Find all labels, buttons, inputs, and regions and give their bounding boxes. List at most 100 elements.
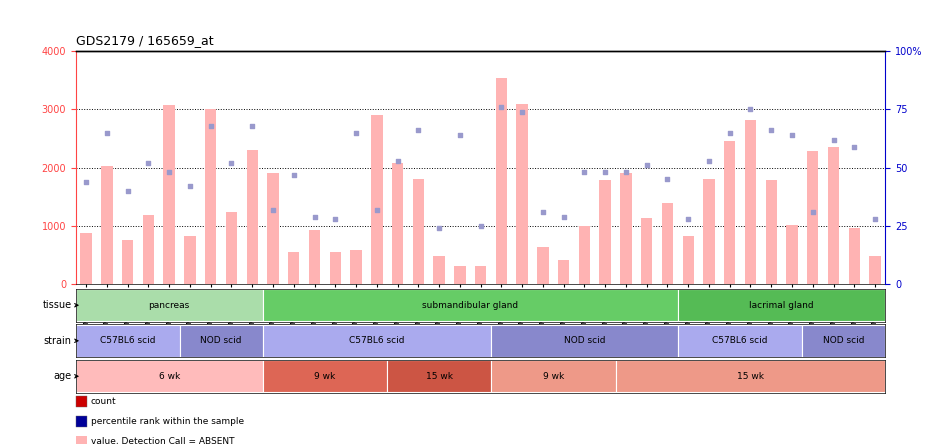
- Text: 9 wk: 9 wk: [543, 372, 563, 381]
- Bar: [434, 256, 445, 284]
- Bar: [143, 215, 154, 284]
- Bar: [869, 256, 881, 284]
- Bar: [620, 174, 632, 284]
- Point: [411, 127, 426, 134]
- Bar: [455, 266, 466, 284]
- Bar: [662, 203, 673, 284]
- Bar: [616, 361, 885, 392]
- Point: [618, 169, 634, 176]
- Bar: [330, 252, 341, 284]
- Bar: [474, 266, 487, 284]
- Point: [743, 106, 759, 113]
- Point: [805, 208, 820, 215]
- Bar: [413, 179, 424, 284]
- Text: submandibular gland: submandibular gland: [422, 301, 518, 310]
- Bar: [309, 230, 320, 284]
- Bar: [76, 325, 180, 357]
- Bar: [802, 325, 885, 357]
- Text: C57BL6 scid: C57BL6 scid: [712, 336, 768, 345]
- Text: NOD scid: NOD scid: [823, 336, 865, 345]
- Bar: [683, 236, 694, 284]
- Point: [453, 131, 468, 139]
- Bar: [678, 325, 802, 357]
- Bar: [185, 236, 196, 284]
- Text: pancreas: pancreas: [149, 301, 189, 310]
- Text: lacrimal gland: lacrimal gland: [749, 301, 814, 310]
- Bar: [704, 179, 715, 284]
- Bar: [537, 247, 548, 284]
- Point: [348, 129, 364, 136]
- Bar: [641, 218, 652, 284]
- Text: C57BL6 scid: C57BL6 scid: [100, 336, 155, 345]
- Bar: [76, 361, 262, 392]
- Text: 9 wk: 9 wk: [314, 372, 335, 381]
- Text: tissue: tissue: [43, 300, 72, 310]
- Bar: [205, 109, 217, 284]
- Point: [244, 122, 259, 129]
- Point: [763, 127, 778, 134]
- Bar: [849, 228, 860, 284]
- Point: [204, 122, 219, 129]
- Text: age: age: [53, 371, 72, 381]
- Text: count: count: [91, 397, 116, 406]
- Point: [99, 129, 115, 136]
- Bar: [262, 289, 678, 321]
- Point: [493, 103, 509, 111]
- Point: [847, 143, 862, 150]
- Point: [369, 206, 384, 213]
- Bar: [164, 105, 175, 284]
- Bar: [267, 174, 278, 284]
- Bar: [744, 120, 757, 284]
- Bar: [828, 147, 839, 284]
- Point: [598, 169, 613, 176]
- Point: [723, 129, 738, 136]
- Bar: [724, 141, 736, 284]
- Bar: [225, 213, 237, 284]
- Text: value, Detection Call = ABSENT: value, Detection Call = ABSENT: [91, 437, 235, 444]
- Bar: [786, 225, 797, 284]
- Point: [223, 159, 239, 166]
- Bar: [807, 151, 818, 284]
- Bar: [246, 150, 258, 284]
- Bar: [516, 103, 527, 284]
- Point: [162, 169, 177, 176]
- Bar: [80, 234, 92, 284]
- Bar: [350, 250, 362, 284]
- Point: [784, 131, 799, 139]
- Point: [79, 178, 94, 185]
- Bar: [101, 166, 113, 284]
- Bar: [579, 226, 590, 284]
- Point: [265, 206, 280, 213]
- Point: [183, 183, 198, 190]
- Bar: [122, 241, 134, 284]
- Point: [141, 159, 156, 166]
- Point: [390, 157, 405, 164]
- Point: [307, 213, 322, 220]
- Text: percentile rank within the sample: percentile rank within the sample: [91, 417, 244, 426]
- Point: [826, 136, 841, 143]
- Point: [867, 215, 883, 222]
- Text: GDS2179 / 165659_at: GDS2179 / 165659_at: [76, 34, 213, 47]
- Bar: [76, 289, 262, 321]
- Text: C57BL6 scid: C57BL6 scid: [349, 336, 404, 345]
- Bar: [392, 163, 403, 284]
- Point: [535, 208, 550, 215]
- Bar: [491, 361, 616, 392]
- Point: [514, 108, 529, 115]
- Point: [577, 169, 592, 176]
- Bar: [371, 115, 383, 284]
- Bar: [262, 361, 387, 392]
- Point: [660, 176, 675, 183]
- Point: [120, 187, 135, 194]
- Bar: [495, 78, 507, 284]
- Point: [556, 213, 571, 220]
- Point: [639, 162, 654, 169]
- Bar: [387, 361, 491, 392]
- Bar: [765, 180, 777, 284]
- Point: [286, 171, 301, 178]
- Bar: [678, 289, 885, 321]
- Bar: [180, 325, 262, 357]
- Bar: [262, 325, 491, 357]
- Bar: [491, 325, 678, 357]
- Text: 15 wk: 15 wk: [425, 372, 453, 381]
